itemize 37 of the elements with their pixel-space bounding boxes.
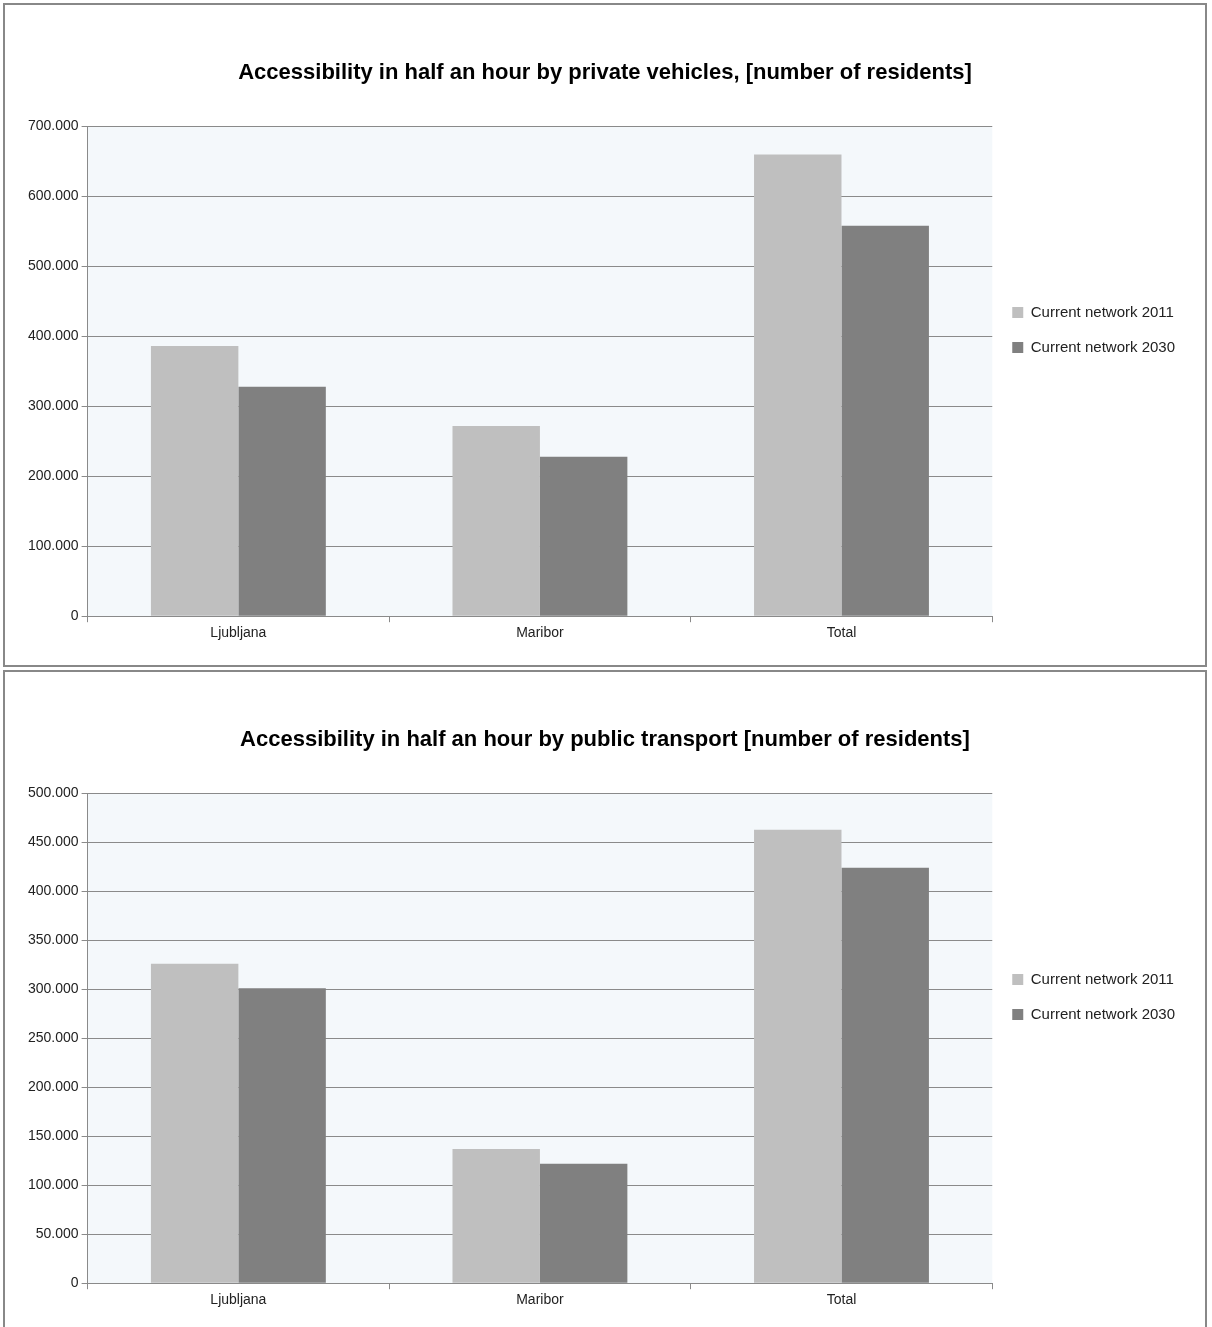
- y-tick-label: 600.000: [28, 187, 79, 204]
- y-tick-label: 700.000: [28, 117, 79, 134]
- y-tick-label: 100.000: [28, 537, 79, 554]
- bar: [754, 829, 842, 1283]
- y-tick-label: 200.000: [28, 467, 79, 484]
- x-tick-label: Ljubljana: [210, 1291, 267, 1308]
- y-tick-label: 100.000: [28, 1176, 79, 1193]
- legend-label: Current network 2011: [1030, 302, 1174, 320]
- bar: [150, 346, 239, 616]
- legend-label: Current network 2030: [1030, 1004, 1176, 1022]
- legend-label: Current network 2030: [1030, 337, 1176, 355]
- legend-label: Current network 2011: [1030, 969, 1174, 987]
- bar: [150, 963, 239, 1283]
- x-tick-label: Total: [826, 624, 857, 641]
- y-tick-label: 150.000: [28, 1127, 79, 1144]
- y-tick-label: 0: [70, 607, 79, 624]
- x-tick-label: Maribor: [516, 1291, 564, 1308]
- bar: [452, 1148, 540, 1283]
- y-tick-label: 250.000: [28, 1029, 79, 1046]
- y-tick-label: 450.000: [28, 833, 79, 850]
- y-tick-label: 0: [70, 1274, 79, 1291]
- bar: [754, 154, 842, 616]
- y-tick-label: 500.000: [28, 784, 79, 801]
- x-tick-label: Maribor: [516, 624, 564, 641]
- x-tick-label: Total: [826, 1291, 857, 1308]
- y-tick-label: 300.000: [28, 980, 79, 997]
- bar: [452, 425, 540, 616]
- chart-title: Accessibility in half an hour by public transport [number of residents]: [240, 726, 970, 752]
- chart-title: Accessibility in half an hour by private vehicles, [number of residents]: [238, 59, 972, 85]
- y-tick-label: 400.000: [28, 882, 79, 899]
- y-tick-label: 400.000: [28, 327, 79, 344]
- x-tick-label: Ljubljana: [210, 624, 267, 641]
- y-tick-label: 50.000: [35, 1225, 79, 1242]
- y-tick-label: 200.000: [28, 1078, 79, 1095]
- y-tick-label: 300.000: [28, 397, 79, 414]
- y-tick-label: 350.000: [28, 931, 79, 948]
- y-tick-label: 500.000: [28, 257, 79, 274]
